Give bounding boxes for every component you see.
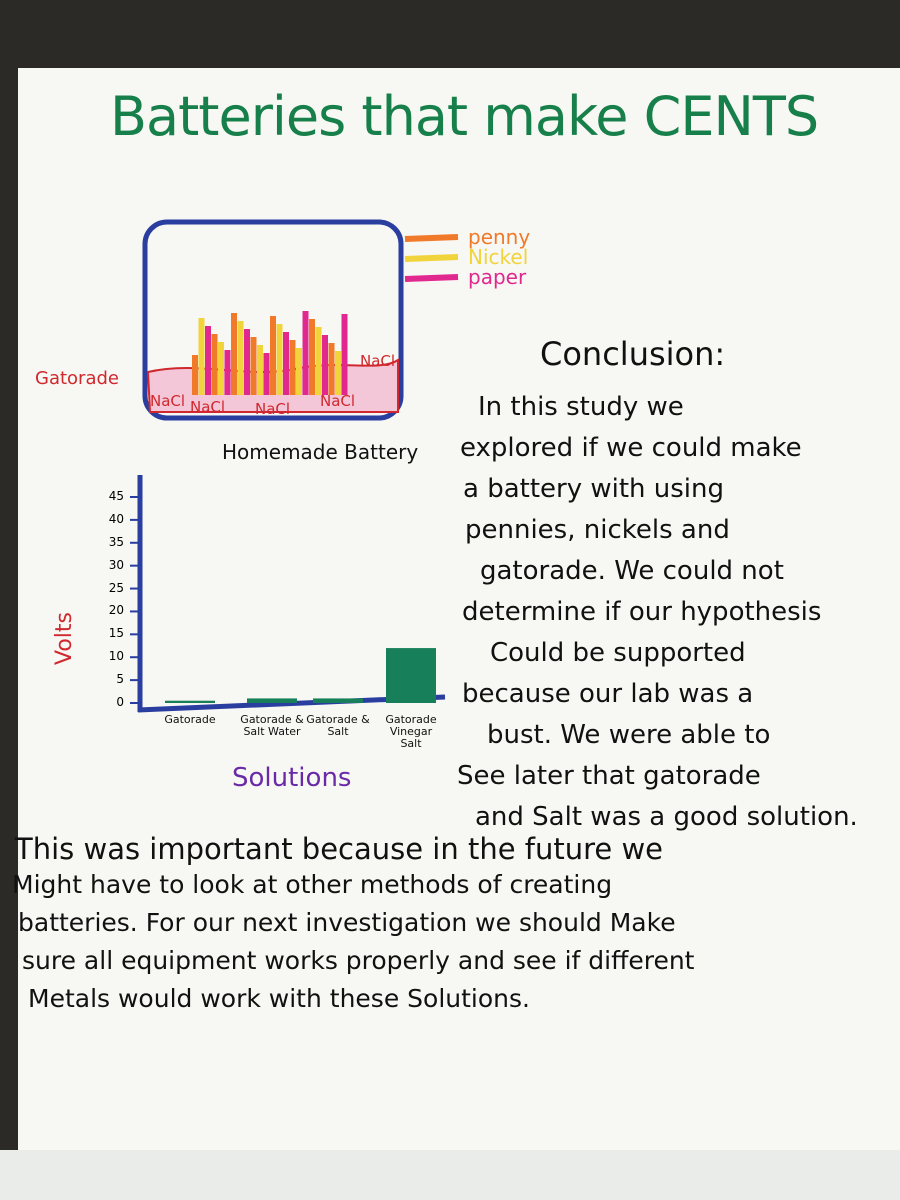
legend-swatch bbox=[404, 274, 459, 282]
diagram-caption: Homemade Battery bbox=[222, 440, 419, 464]
coin-stack bbox=[322, 335, 328, 395]
coin-stack bbox=[205, 326, 211, 395]
coin-stack bbox=[250, 337, 257, 395]
y-tick-label: 25 bbox=[108, 580, 124, 595]
coin-stack bbox=[263, 353, 270, 395]
y-tick-label: 30 bbox=[108, 557, 124, 572]
coin-stack bbox=[341, 314, 348, 395]
bar bbox=[165, 700, 215, 703]
legend-entry: penny bbox=[468, 225, 531, 249]
y-tick-label: 15 bbox=[108, 626, 124, 641]
conclusion-line: pennies, nickels and bbox=[465, 515, 730, 545]
coin-stack bbox=[192, 355, 198, 395]
coin-stack bbox=[309, 319, 315, 395]
conclusion-line: and Salt was a good solution. bbox=[475, 802, 858, 832]
side-label: Gatorade bbox=[35, 368, 119, 389]
conclusion-line: explored if we could make bbox=[460, 433, 802, 463]
y-tick-label: 10 bbox=[108, 649, 124, 664]
conclusion-line: Could be supported bbox=[490, 638, 746, 668]
coin-stack bbox=[296, 348, 302, 395]
poster-title: Batteries that make CENTS bbox=[110, 85, 819, 148]
y-tick-label: 35 bbox=[108, 534, 124, 549]
coin-stack bbox=[218, 342, 224, 395]
y-tick-label: 0 bbox=[116, 695, 124, 709]
legend-swatch bbox=[404, 254, 459, 262]
bar bbox=[247, 698, 297, 703]
salt-label: NaCl bbox=[360, 352, 396, 370]
battery-frame bbox=[142, 219, 404, 421]
conclusion-line: In this study we bbox=[478, 392, 684, 422]
x-tick-label: Gatorade & Salt bbox=[306, 713, 370, 738]
x-tick-label: Gatorade bbox=[164, 713, 216, 726]
coin-stack bbox=[244, 329, 250, 395]
coin-stack bbox=[328, 343, 335, 395]
y-tick-label: 5 bbox=[116, 672, 124, 687]
legend-entry: Nickel bbox=[468, 245, 529, 269]
bar bbox=[313, 698, 363, 703]
next-sheet bbox=[0, 1150, 900, 1200]
x-tick-label: Gatorade & Salt Water bbox=[240, 713, 304, 738]
summary-line: sure all equipment works properly and se… bbox=[22, 946, 695, 975]
summary-line: Might have to look at other methods of c… bbox=[12, 870, 613, 899]
coin-stack bbox=[231, 313, 237, 395]
salt-label: NaCl bbox=[150, 392, 186, 410]
y-tick-label: 45 bbox=[108, 489, 124, 503]
conclusion-heading: Conclusion: bbox=[540, 335, 726, 373]
x-tick-label: Gatorade Vinegar Salt bbox=[385, 713, 437, 750]
summary-line: This was important because in the future… bbox=[15, 832, 664, 866]
coin-stack bbox=[257, 345, 263, 395]
y-axis-label: Volts bbox=[52, 611, 77, 665]
coin-stack bbox=[315, 327, 322, 395]
coin-stacks bbox=[192, 311, 348, 395]
coin-stack bbox=[211, 334, 218, 395]
chart bbox=[130, 475, 446, 713]
conclusion-line: a battery with using bbox=[463, 474, 725, 504]
coin-stack bbox=[335, 351, 341, 395]
coin-stack bbox=[237, 321, 244, 395]
y-tick-label: 20 bbox=[108, 603, 124, 618]
coin-stack bbox=[289, 340, 296, 395]
coin-stack bbox=[224, 350, 231, 395]
coin-stack bbox=[283, 332, 289, 395]
coin-stack bbox=[198, 318, 205, 395]
coin-stack bbox=[302, 311, 309, 395]
conclusion-line: because our lab was a bbox=[462, 679, 754, 709]
x-axis-label: Solutions bbox=[232, 763, 352, 793]
salt-label: NaCl bbox=[320, 392, 356, 410]
conclusion-line: gatorade. We could not bbox=[480, 556, 784, 586]
legend-entry: paper bbox=[468, 265, 527, 289]
coin-stack bbox=[270, 316, 276, 395]
bar bbox=[386, 648, 436, 703]
poster-sheet bbox=[18, 68, 900, 1150]
conclusion-line: bust. We were able to bbox=[487, 720, 771, 750]
coin-stack bbox=[276, 324, 283, 395]
salt-label: NaCl bbox=[255, 400, 291, 418]
conclusion-line: determine if our hypothesis bbox=[462, 597, 822, 627]
y-tick-label: 40 bbox=[108, 511, 124, 526]
summary-line: batteries. For our next investigation we… bbox=[18, 908, 676, 937]
salt-label: NaCl bbox=[190, 398, 226, 416]
legend-swatch bbox=[404, 234, 459, 242]
summary-line: Metals would work with these Solutions. bbox=[28, 984, 530, 1013]
conclusion-line: See later that gatorade bbox=[457, 761, 761, 791]
